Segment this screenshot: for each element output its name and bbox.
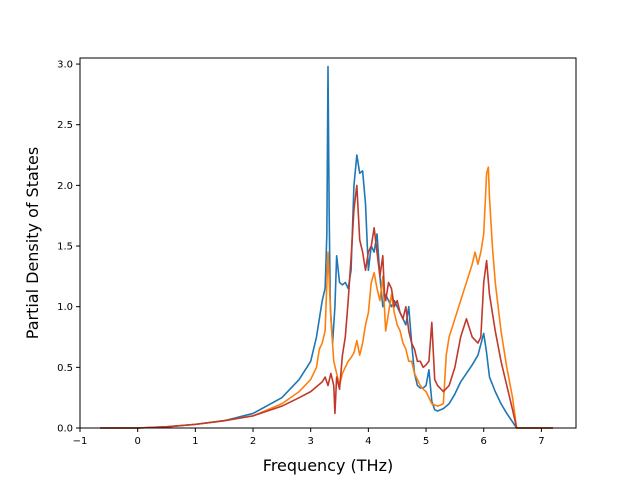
x-tick-label: −1 bbox=[73, 436, 88, 447]
y-tick-label: 2.5 bbox=[57, 120, 73, 131]
x-axis-label: Frequency (THz) bbox=[263, 456, 393, 475]
x-tick-label: 4 bbox=[365, 436, 371, 447]
series-layer bbox=[100, 65, 553, 429]
y-tick-label: 1.0 bbox=[57, 302, 73, 313]
x-axis-ticks: −1 0 1 2 3 4 5 6 7 bbox=[73, 428, 545, 447]
x-tick-label: 1 bbox=[192, 436, 198, 447]
x-tick-label: 2 bbox=[250, 436, 256, 447]
x-tick-label: 3 bbox=[308, 436, 314, 447]
series-line-3 bbox=[100, 184, 553, 429]
y-tick-label: 3.0 bbox=[57, 60, 73, 71]
x-tick-label: 5 bbox=[423, 436, 429, 447]
y-tick-label: 1.5 bbox=[57, 242, 73, 253]
y-tick-label: 2.0 bbox=[57, 181, 73, 192]
y-tick-label: 0.0 bbox=[57, 424, 73, 435]
y-axis-ticks: 0.0 0.5 1.0 1.5 2.0 2.5 3.0 bbox=[57, 60, 80, 435]
y-tick-label: 0.5 bbox=[57, 363, 73, 374]
plot-frame bbox=[79, 57, 577, 429]
y-axis-label: Partial Density of States bbox=[23, 147, 42, 339]
x-tick-label: 0 bbox=[134, 436, 140, 447]
series-line-2 bbox=[100, 166, 553, 429]
x-tick-label: 7 bbox=[538, 436, 544, 447]
x-tick-label: 6 bbox=[481, 436, 487, 447]
